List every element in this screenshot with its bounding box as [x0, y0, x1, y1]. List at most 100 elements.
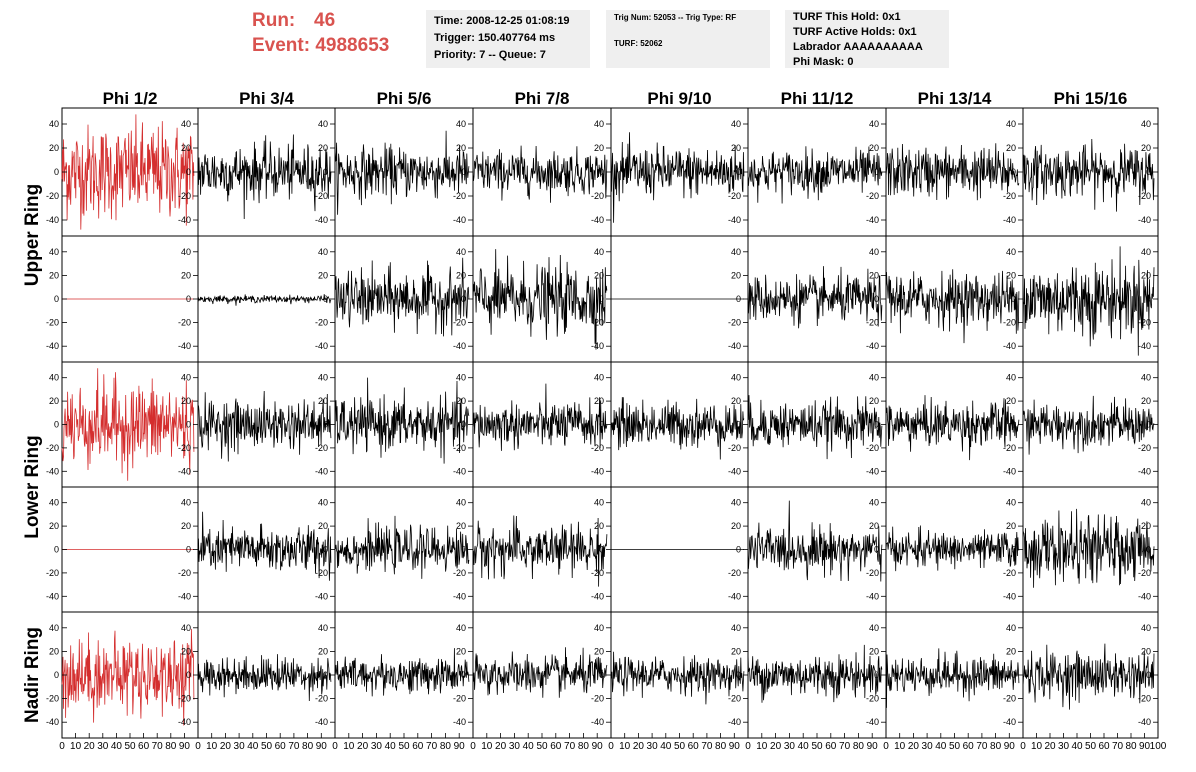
y-tick-label: -40: [591, 215, 604, 225]
left-y-tick-label: -40: [46, 717, 59, 727]
y-tick-label: -20: [591, 191, 604, 201]
panel-r2-c2: -40 -20 0 20 40: [197, 235, 336, 363]
turf-info-box: TURF This Hold: 0x1 TURF Active Holds: 0…: [785, 10, 949, 68]
y-tick-label: 20: [594, 396, 604, 406]
x-tick-label: 90: [867, 741, 879, 752]
y-tick-label: -20: [591, 694, 604, 704]
y-tick-label: -40: [1003, 466, 1016, 476]
y-tick-label: 20: [869, 396, 879, 406]
x-tick-label: 90: [179, 741, 191, 752]
y-tick-label: 0: [461, 545, 466, 555]
y-tick-label: 20: [1141, 270, 1151, 280]
y-tick-label: -20: [178, 191, 191, 201]
y-tick-label: 40: [318, 247, 328, 257]
panel-r4-c3: -40 -20 0 20 40: [334, 486, 474, 613]
y-tick-label: -40: [591, 341, 604, 351]
trace-line: [334, 648, 470, 697]
x-tick-label: 50: [811, 741, 823, 752]
x-tick-label: 30: [97, 741, 109, 752]
left-y-tick-label: 20: [49, 270, 59, 280]
trace-line: [197, 134, 332, 220]
y-tick-label: -20: [1138, 318, 1151, 328]
y-tick-label: -20: [178, 568, 191, 578]
y-tick-label: 40: [1141, 623, 1151, 633]
y-tick-label: -20: [866, 191, 879, 201]
x-tick-label: 50: [674, 741, 686, 752]
y-tick-label: -40: [1003, 215, 1016, 225]
x-tick-label: 60: [550, 741, 562, 752]
y-tick-label: 40: [1006, 247, 1016, 257]
x-tick-label: 90: [729, 741, 741, 752]
y-tick-label: 20: [1006, 646, 1016, 656]
panel-r2-c8: -40 -20 0 20 40: [1022, 235, 1159, 363]
y-tick-label: 20: [181, 521, 191, 531]
x-tick-label: 70: [288, 741, 300, 752]
y-tick-label: 40: [731, 373, 741, 383]
trace-line: [885, 269, 1020, 344]
y-tick-label: 20: [869, 646, 879, 656]
y-tick-label: 20: [869, 521, 879, 531]
y-tick-label: -40: [1003, 717, 1016, 727]
x-tick-label: 60: [275, 741, 287, 752]
trace-line: [334, 130, 470, 215]
trace-line: [334, 257, 470, 337]
ring-title-2: Lower Ring: [22, 435, 43, 538]
panel-r1-c4: -40 -20 0 20 40: [472, 107, 612, 237]
trace-line: [334, 377, 470, 464]
y-tick-label: 20: [731, 646, 741, 656]
y-tick-label: -20: [315, 443, 328, 453]
y-tick-label: -40: [1138, 341, 1151, 351]
y-tick-label: -40: [591, 466, 604, 476]
y-tick-label: -40: [315, 591, 328, 601]
y-tick-label: -20: [1138, 443, 1151, 453]
trace-line: [1022, 643, 1155, 710]
y-tick-label: 20: [456, 521, 466, 531]
x-tick-label: 20: [220, 741, 232, 752]
left-y-tick-label: 0: [54, 670, 59, 680]
x-tick-label: 20: [1044, 741, 1056, 752]
trace-line: [747, 266, 883, 329]
x-tick-label: 20: [357, 741, 369, 752]
y-tick-label: 40: [1006, 373, 1016, 383]
y-tick-label: -40: [178, 717, 191, 727]
y-tick-label: 0: [599, 545, 604, 555]
y-tick-label: -20: [315, 318, 328, 328]
y-tick-label: 40: [318, 623, 328, 633]
y-tick-label: -40: [1138, 215, 1151, 225]
y-tick-label: -40: [866, 466, 879, 476]
column-title-3: Phi 5/6: [377, 89, 432, 108]
y-tick-label: -20: [728, 443, 741, 453]
y-tick-label: -20: [866, 694, 879, 704]
y-tick-label: -20: [866, 568, 879, 578]
y-tick-label: 40: [1141, 119, 1151, 129]
panel-r2-c1: -40 -20 0 20 40: [61, 235, 199, 363]
trace-line: [747, 146, 883, 204]
y-tick-label: -20: [315, 568, 328, 578]
panel-r3-c4: -40 -20 0 20 40: [472, 361, 612, 488]
y-tick-label: 20: [594, 521, 604, 531]
y-tick-label: -20: [591, 443, 604, 453]
y-tick-label: 40: [1006, 119, 1016, 129]
y-tick-label: -40: [315, 341, 328, 351]
trace-line: [197, 390, 332, 462]
y-tick-label: 20: [731, 143, 741, 153]
y-tick-label: -20: [591, 318, 604, 328]
y-tick-label: 0: [1011, 545, 1016, 555]
y-tick-label: 40: [594, 373, 604, 383]
trace-line: [472, 249, 608, 350]
x-tick-label: 40: [1071, 741, 1083, 752]
x-tick-label: 0: [745, 741, 751, 752]
left-y-tick-label: -20: [46, 318, 59, 328]
y-tick-label: 20: [1006, 143, 1016, 153]
x-tick-label: 30: [922, 741, 934, 752]
panel-r5-c8: -40 -20 0 20 40: [1022, 611, 1159, 739]
x-tick-label: 40: [660, 741, 672, 752]
panel-r5-c5: -40 -20 0 20 40: [610, 611, 749, 739]
y-tick-label: 20: [181, 646, 191, 656]
y-tick-label: -40: [728, 466, 741, 476]
x-tick-label: 10: [206, 741, 218, 752]
y-tick-label: -40: [178, 466, 191, 476]
x-tick-label: 10: [1031, 741, 1043, 752]
trace-line: [472, 383, 608, 451]
trace-line: [61, 114, 195, 230]
